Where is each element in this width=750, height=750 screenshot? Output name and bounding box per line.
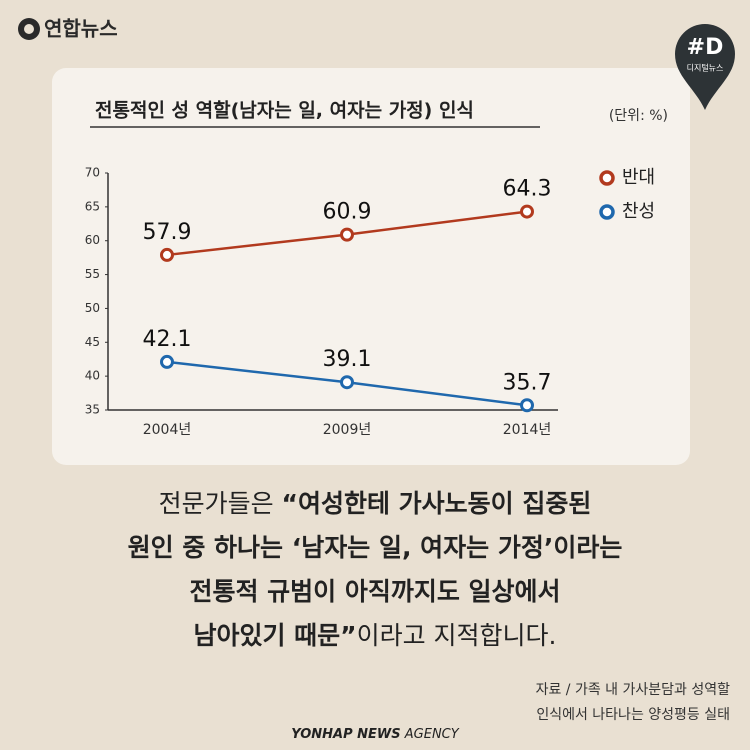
y-tick-label: 40 (85, 369, 100, 383)
legend-label: 반대 (622, 167, 655, 188)
point (340, 227, 354, 242)
legend-marker (599, 170, 615, 186)
caption-segment: 전통적 규범이 아직까지도 일상에서 (189, 577, 560, 606)
y-tick-label: 60 (85, 233, 100, 247)
caption-line: 전통적 규범이 아직까지도 일상에서 (189, 577, 560, 606)
unit-label: (단위: %) (609, 108, 668, 124)
caption-line: 전문가들은 “여성한테 가사노동이 집중된 (159, 489, 592, 518)
x-tick-label: 2004년 (143, 422, 192, 438)
chart-title: 전통적인 성 역할(남자는 일, 여자는 가정) 인식 (95, 99, 474, 122)
logo-icon-hole (24, 24, 34, 34)
x-tick-label: 2009년 (323, 422, 372, 438)
source-line: 자료 / 가족 내 가사분담과 성역할 (536, 682, 731, 698)
legend-marker (599, 204, 615, 220)
badge-text: 디지털뉴스 (687, 63, 724, 73)
badge-pin (675, 24, 735, 110)
point (160, 354, 174, 369)
caption-segment: 전문가들은 (159, 489, 282, 518)
source-line: 인식에서 나타나는 양성평등 실태 (536, 707, 730, 723)
agency-brand: YONHAP NEWS (291, 727, 400, 742)
value-label: 64.3 (503, 177, 552, 202)
agency-suffix: AGENCY (404, 727, 460, 742)
value-label: 35.7 (503, 370, 552, 395)
value-label: 39.1 (323, 347, 372, 372)
caption-segment: 남아있기 때문” (193, 621, 356, 650)
point (520, 204, 534, 219)
y-tick-label: 65 (85, 199, 100, 213)
value-label: 42.1 (143, 327, 192, 352)
point (340, 375, 354, 390)
y-tick-label: 55 (85, 267, 100, 281)
logo-text: 연합뉴스 (44, 17, 118, 41)
caption-line: 원인 중 하나는 ‘남자는 일, 여자는 가정’이라는 (128, 533, 623, 562)
badge: #D 디지털뉴스 (675, 24, 735, 110)
point (160, 247, 174, 262)
y-tick-label: 50 (85, 301, 100, 315)
legend-label: 찬성 (622, 201, 655, 222)
caption-line: 남아있기 때문”이라고 지적합니다. (193, 621, 556, 650)
caption-segment: 이라고 지적합니다. (357, 621, 557, 650)
y-tick-label: 70 (85, 166, 100, 180)
caption-segment: 원인 중 하나는 ‘남자는 일, 여자는 가정’이라는 (128, 533, 623, 562)
logo: 연합뉴스 (18, 17, 118, 41)
y-tick-label: 45 (85, 335, 100, 349)
agency: YONHAP NEWS AGENCY (291, 727, 459, 742)
point (520, 398, 534, 413)
x-tick-label: 2014년 (503, 422, 552, 438)
value-label: 60.9 (323, 200, 372, 225)
value-label: 57.9 (143, 220, 192, 245)
y-tick-label: 35 (85, 403, 100, 417)
badge-mark: #D (687, 35, 724, 60)
caption-segment: “여성한테 가사노동이 집중된 (282, 489, 592, 518)
